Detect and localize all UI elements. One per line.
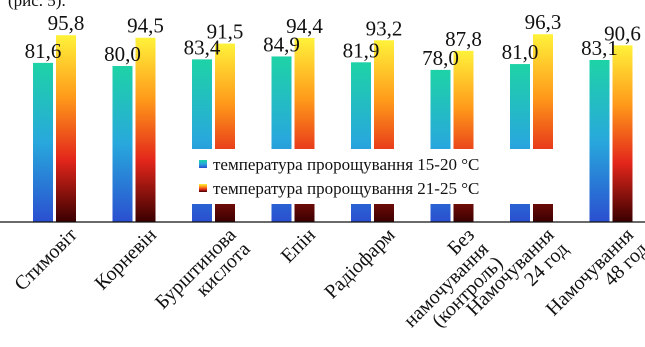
value-label-series-2-cat-2: 94,5 (127, 14, 164, 38)
bar-series-1-cat-8 (589, 59, 610, 222)
value-label-series-1-cat-4: 84,9 (263, 32, 300, 56)
bar-series-2-cat-2 (135, 37, 156, 222)
bar-series-1-cat-1 (33, 62, 53, 222)
legend-label-series-1: температура пророщування 15-20 °С (213, 155, 479, 174)
value-label-series-1-cat-7: 81,0 (502, 40, 539, 64)
legend-swatch-series-1 (199, 160, 207, 168)
value-label-series-1-cat-6: 78,0 (422, 46, 459, 70)
category-label-2: Корневін (91, 224, 162, 295)
value-label-series-2-cat-8: 90,6 (604, 21, 641, 45)
value-label-series-1-cat-5: 81,9 (343, 38, 380, 62)
value-label-series-2-cat-1: 95,8 (48, 11, 85, 35)
legend: температура пророщування 15-20 °С темпер… (192, 149, 553, 204)
legend-box (192, 149, 553, 204)
value-labels: 81,6 95,8 80,0 94,5 83,491,5 84,994,4 81,993,2… (25, 10, 641, 70)
value-label-series-1-cat-3: 83,4 (184, 35, 221, 59)
category-label-4: Епін (277, 224, 320, 267)
value-label-series-2-cat-4: 94,4 (286, 14, 323, 38)
category-label-5: Радіофарм (320, 224, 399, 303)
bar-series-2-cat-1 (56, 35, 76, 222)
bar-series-1-cat-2 (112, 66, 133, 222)
category-label-3: Бурштиновакислота (151, 224, 255, 328)
value-label-series-2-cat-6: 87,8 (445, 27, 482, 51)
value-label-series-2-cat-7: 96,3 (525, 10, 562, 34)
value-label-series-1-cat-2: 80,0 (104, 42, 141, 66)
clipped-top-text: (рис. 5). (8, 0, 66, 10)
legend-swatch-series-2 (199, 184, 207, 192)
legend-label-series-2: температура пророщування 21-25 °С (213, 179, 479, 198)
bar-series-2-cat-8 (612, 45, 633, 222)
category-label-1: Стимовіт (10, 224, 82, 296)
value-label-series-1-cat-1: 81,6 (25, 39, 62, 63)
value-label-series-2-cat-5: 93,2 (366, 16, 403, 40)
value-label-series-2-cat-3: 91,5 (207, 20, 244, 44)
value-label-series-1-cat-8: 83,1 (581, 36, 618, 60)
